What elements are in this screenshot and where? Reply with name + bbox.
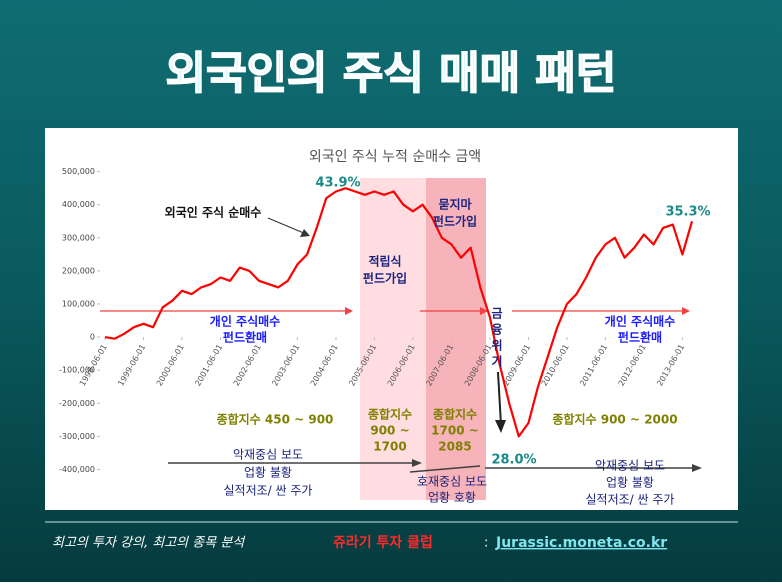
annotation: 1700: [373, 440, 406, 454]
arrow-head: [412, 459, 422, 467]
y-tick-label: 300,000: [62, 233, 95, 242]
annotation: 기: [491, 354, 502, 369]
annotation: 종합지수 450 ~ 900: [217, 412, 334, 427]
y-tick-label: -100,000: [59, 366, 95, 375]
annotation: 종합지수: [433, 407, 477, 422]
series-label: 외국인 주식 순매수: [165, 205, 262, 220]
arrow-head: [692, 464, 702, 472]
series-line: [104, 187, 694, 438]
arrow-head: [300, 229, 310, 237]
y-tick-label: -400,000: [59, 465, 95, 474]
arrow: [267, 217, 307, 235]
annotation: 개인 주식매수: [210, 314, 280, 329]
chart-title: 외국인 주식 누적 순매수 금액: [309, 149, 481, 165]
annotation: 900 ~: [370, 424, 409, 438]
y-tick-label: 0: [90, 333, 95, 342]
annotation: 43.9%: [315, 176, 360, 191]
annotation: 1700 ~: [431, 424, 479, 438]
annotation: 적립식: [368, 254, 401, 269]
annotation: 펀드환매: [618, 330, 662, 345]
annotation: 금: [491, 307, 502, 321]
annotation: 호재중심 보도: [417, 475, 487, 489]
annotation: 실적저조/ 싼 주가: [224, 484, 313, 498]
annotation: 업황 호황: [428, 491, 476, 505]
arrow: [409, 465, 481, 473]
annotation: 펀드가입: [433, 214, 477, 229]
highlight-band: [360, 178, 426, 500]
footer-url: Jurassic.moneta.co.kr: [495, 535, 667, 551]
annotation: 종합지수 900 ~ 2000: [552, 412, 677, 427]
annotation: 28.0%: [491, 453, 536, 468]
annotation: 2085: [438, 440, 471, 454]
y-tick-label: 100,000: [62, 299, 95, 308]
annotation: 실적저조/ 싼 주가: [586, 493, 675, 507]
annotation: 펀드환매: [223, 330, 267, 345]
arrow-head: [345, 307, 353, 315]
annotation: 묻지마: [438, 197, 471, 212]
slide-title: 외국인의 주식 매매 패턴: [166, 48, 617, 99]
annotation: 종합지수: [368, 407, 412, 422]
footer-club: 쥬라기 투자 클럽: [333, 535, 433, 551]
arrow-head: [495, 420, 506, 433]
highlight-band: [426, 178, 486, 500]
annotation: 악재중심 보도: [595, 459, 665, 473]
y-tick-label: 400,000: [62, 200, 95, 209]
annotation: 개인 주식매수: [605, 314, 675, 329]
annotation: 35.3%: [665, 205, 710, 220]
annotation: 펀드가입: [363, 271, 407, 286]
arrow: [497, 371, 502, 426]
annotation: 업황 불황: [606, 476, 654, 490]
y-tick-label: -200,000: [59, 399, 95, 408]
y-tick-label: 200,000: [62, 266, 95, 275]
arrow-head: [682, 307, 690, 315]
annotation: 위: [491, 339, 502, 353]
arrow-head: [480, 307, 488, 315]
footer-lead: 최고의 투자 강의, 최고의 종목 분석: [52, 536, 246, 551]
annotation: 악재중심 보도: [233, 448, 303, 462]
annotation: 융: [491, 322, 502, 337]
y-tick-label: -300,000: [59, 432, 95, 441]
y-tick-label: 500,000: [62, 167, 95, 176]
footer-sep: :: [484, 536, 488, 551]
annotation: 업황 불황: [244, 466, 292, 480]
